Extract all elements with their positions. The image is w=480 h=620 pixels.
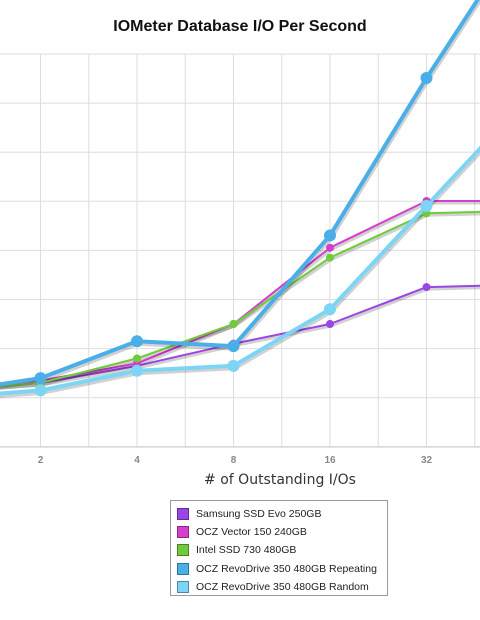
data-point [326, 253, 334, 262]
grid [0, 53, 480, 448]
data-point [133, 354, 141, 363]
series-line [0, 0, 480, 387]
legend: Samsung SSD Evo 250GB OCZ Vector 150 240… [170, 500, 388, 596]
series-points [34, 72, 433, 397]
legend-item-intel-730: Intel SSD 730 480GB [177, 541, 387, 559]
legend-label: OCZ RevoDrive 350 480GB Repeating [196, 562, 377, 575]
legend-item-revodrive-random: OCZ RevoDrive 350 480GB Random [177, 578, 387, 596]
data-point [34, 384, 47, 397]
legend-swatch [177, 562, 189, 575]
data-point [324, 229, 336, 242]
data-point [420, 199, 433, 212]
x-tick-label: 2 [38, 455, 44, 466]
chart-title: IOMeter Database I/O Per Second [113, 18, 367, 35]
data-point [131, 335, 143, 348]
data-point [326, 320, 334, 328]
data-point [420, 72, 433, 84]
series-line-shadow [0, 148, 480, 399]
data-point [324, 303, 336, 316]
series-lines [0, 0, 480, 399]
data-point [326, 243, 334, 252]
data-point [229, 320, 238, 328]
x-tick-label: 16 [324, 455, 336, 466]
x-tick-labels: 2 4 8 16 32 [38, 455, 433, 466]
x-tick-label: 32 [421, 455, 433, 466]
legend-label: Intel SSD 730 480GB [196, 544, 297, 557]
legend-swatch [177, 526, 189, 539]
data-point [227, 340, 240, 353]
x-tick-label: 4 [134, 455, 140, 466]
data-point [422, 283, 431, 292]
x-tick-label: 8 [231, 455, 237, 466]
legend-item-ocz-vector: OCZ Vector 150 240GB [177, 523, 387, 541]
legend-swatch [177, 580, 189, 593]
legend-label: OCZ Vector 150 240GB [196, 526, 307, 539]
data-point [131, 364, 143, 377]
legend-label: Samsung SSD Evo 250GB [196, 508, 322, 521]
data-point [34, 372, 47, 385]
x-axis-label: # of Outstanding I/Os [204, 472, 356, 488]
legend-swatch [177, 544, 189, 557]
legend-swatch [177, 508, 189, 521]
legend-label: OCZ RevoDrive 350 480GB Random [196, 580, 369, 593]
legend-item-revodrive-repeating: OCZ RevoDrive 350 480GB Repeating [177, 560, 387, 578]
legend-item-samsung-evo: Samsung SSD Evo 250GB [177, 505, 387, 523]
data-point [227, 359, 240, 372]
